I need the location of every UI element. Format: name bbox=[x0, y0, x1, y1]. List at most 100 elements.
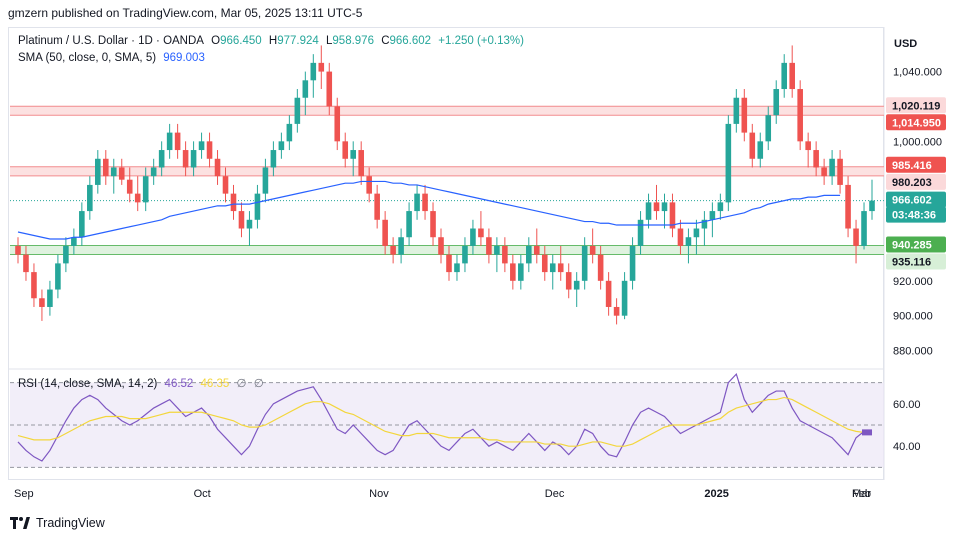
candle-body[interactable] bbox=[813, 150, 819, 168]
candle-body[interactable] bbox=[398, 237, 404, 255]
candle-body[interactable] bbox=[765, 115, 772, 142]
candle-body[interactable] bbox=[629, 245, 636, 281]
sma-legend[interactable]: SMA (50, close, 0, SMA, 5) 969.003 bbox=[18, 52, 209, 64]
candle-body[interactable] bbox=[446, 254, 452, 273]
candle-body[interactable] bbox=[310, 62, 317, 81]
candle-body[interactable] bbox=[63, 245, 69, 264]
candle-body[interactable] bbox=[302, 80, 309, 98]
candle-body[interactable] bbox=[350, 150, 357, 159]
candle-body[interactable] bbox=[669, 202, 676, 229]
candle-body[interactable] bbox=[438, 237, 444, 255]
candle-body[interactable] bbox=[821, 167, 827, 177]
candle-body[interactable] bbox=[102, 158, 109, 177]
candle-body[interactable] bbox=[733, 97, 740, 124]
candle-body[interactable] bbox=[757, 141, 764, 159]
rsi-sma-line[interactable] bbox=[17, 396, 873, 447]
candle-body[interactable] bbox=[685, 237, 692, 246]
candle-body[interactable] bbox=[126, 179, 133, 194]
candle-body[interactable] bbox=[166, 132, 173, 151]
candle-body[interactable] bbox=[142, 176, 149, 203]
candle-body[interactable] bbox=[518, 263, 524, 281]
candle-body[interactable] bbox=[294, 97, 301, 124]
candle-body[interactable] bbox=[150, 167, 157, 177]
candle-body[interactable] bbox=[55, 263, 61, 290]
candle-body[interactable] bbox=[701, 219, 708, 229]
candle-body[interactable] bbox=[741, 97, 748, 133]
candle-body[interactable] bbox=[645, 202, 652, 220]
candle-body[interactable] bbox=[366, 176, 372, 194]
candle-body[interactable] bbox=[230, 193, 237, 212]
candle-body[interactable] bbox=[829, 158, 835, 177]
candle-body[interactable] bbox=[853, 228, 859, 246]
candle-body[interactable] bbox=[502, 245, 508, 264]
candle-body[interactable] bbox=[789, 62, 795, 90]
candle-body[interactable] bbox=[71, 237, 77, 246]
candle-body[interactable] bbox=[749, 132, 756, 159]
candle-body[interactable] bbox=[39, 298, 45, 307]
candle-body[interactable] bbox=[637, 219, 644, 246]
candle-body[interactable] bbox=[95, 158, 101, 185]
candle-body[interactable] bbox=[725, 123, 732, 203]
candle-body[interactable] bbox=[158, 150, 165, 168]
candle-body[interactable] bbox=[845, 184, 851, 229]
candle-body[interactable] bbox=[805, 141, 811, 151]
symbol-name[interactable]: Platinum / U.S. Dollar · 1D · OANDA bbox=[18, 35, 204, 47]
candle-body[interactable] bbox=[334, 106, 341, 142]
rsi-legend[interactable]: RSI (14, close, SMA, 14, 2) 46.52 46.35 … bbox=[18, 376, 268, 390]
candle-body[interactable] bbox=[653, 202, 660, 212]
candle-body[interactable] bbox=[382, 219, 388, 246]
candle-body[interactable] bbox=[462, 245, 468, 264]
candle-body[interactable] bbox=[47, 289, 53, 307]
candle-body[interactable] bbox=[470, 228, 476, 246]
candle-body[interactable] bbox=[15, 245, 21, 255]
candle-body[interactable] bbox=[270, 150, 277, 168]
candle-body[interactable] bbox=[278, 141, 285, 151]
candle-body[interactable] bbox=[565, 272, 572, 290]
candle-body[interactable] bbox=[581, 245, 588, 281]
candle-body[interactable] bbox=[717, 202, 724, 212]
candle-body[interactable] bbox=[597, 254, 604, 281]
candle-body[interactable] bbox=[238, 211, 245, 229]
candle-body[interactable] bbox=[861, 211, 867, 246]
candle-body[interactable] bbox=[422, 193, 428, 212]
currency-selector[interactable]: USD bbox=[894, 38, 918, 50]
candle-body[interactable] bbox=[430, 211, 436, 238]
candle-body[interactable] bbox=[286, 123, 293, 142]
candle-body[interactable] bbox=[134, 193, 141, 203]
candle-body[interactable] bbox=[533, 245, 540, 255]
candle-body[interactable] bbox=[781, 62, 788, 90]
candle-body[interactable] bbox=[342, 141, 349, 159]
candle-body[interactable] bbox=[406, 211, 412, 238]
candle-body[interactable] bbox=[621, 280, 628, 316]
candle-body[interactable] bbox=[246, 219, 253, 229]
candle-body[interactable] bbox=[454, 263, 460, 273]
candle-body[interactable] bbox=[190, 150, 197, 168]
candle-body[interactable] bbox=[23, 254, 29, 273]
candle-body[interactable] bbox=[254, 193, 261, 220]
candle-body[interactable] bbox=[573, 280, 580, 290]
sma-line[interactable] bbox=[17, 180, 841, 240]
candle-body[interactable] bbox=[182, 150, 189, 168]
tradingview-brand[interactable]: TradingView bbox=[10, 516, 105, 530]
candle-body[interactable] bbox=[206, 141, 213, 159]
candle-body[interactable] bbox=[613, 306, 620, 316]
candle-body[interactable] bbox=[486, 237, 492, 255]
candle-body[interactable] bbox=[31, 272, 37, 299]
candle-body[interactable] bbox=[510, 263, 516, 281]
candle-body[interactable] bbox=[262, 167, 269, 194]
candle-body[interactable] bbox=[390, 245, 396, 255]
candle-body[interactable] bbox=[414, 193, 420, 212]
candle-body[interactable] bbox=[589, 245, 596, 255]
candle-body[interactable] bbox=[693, 228, 700, 238]
candle-body[interactable] bbox=[709, 211, 716, 220]
candle-body[interactable] bbox=[110, 167, 117, 177]
candle-body[interactable] bbox=[318, 62, 325, 72]
candle-body[interactable] bbox=[605, 280, 612, 307]
candle-body[interactable] bbox=[478, 228, 484, 238]
candle-body[interactable] bbox=[869, 200, 875, 212]
candle-body[interactable] bbox=[797, 89, 803, 142]
candle-body[interactable] bbox=[358, 150, 364, 177]
candle-body[interactable] bbox=[557, 263, 564, 273]
candle-body[interactable] bbox=[174, 132, 181, 151]
